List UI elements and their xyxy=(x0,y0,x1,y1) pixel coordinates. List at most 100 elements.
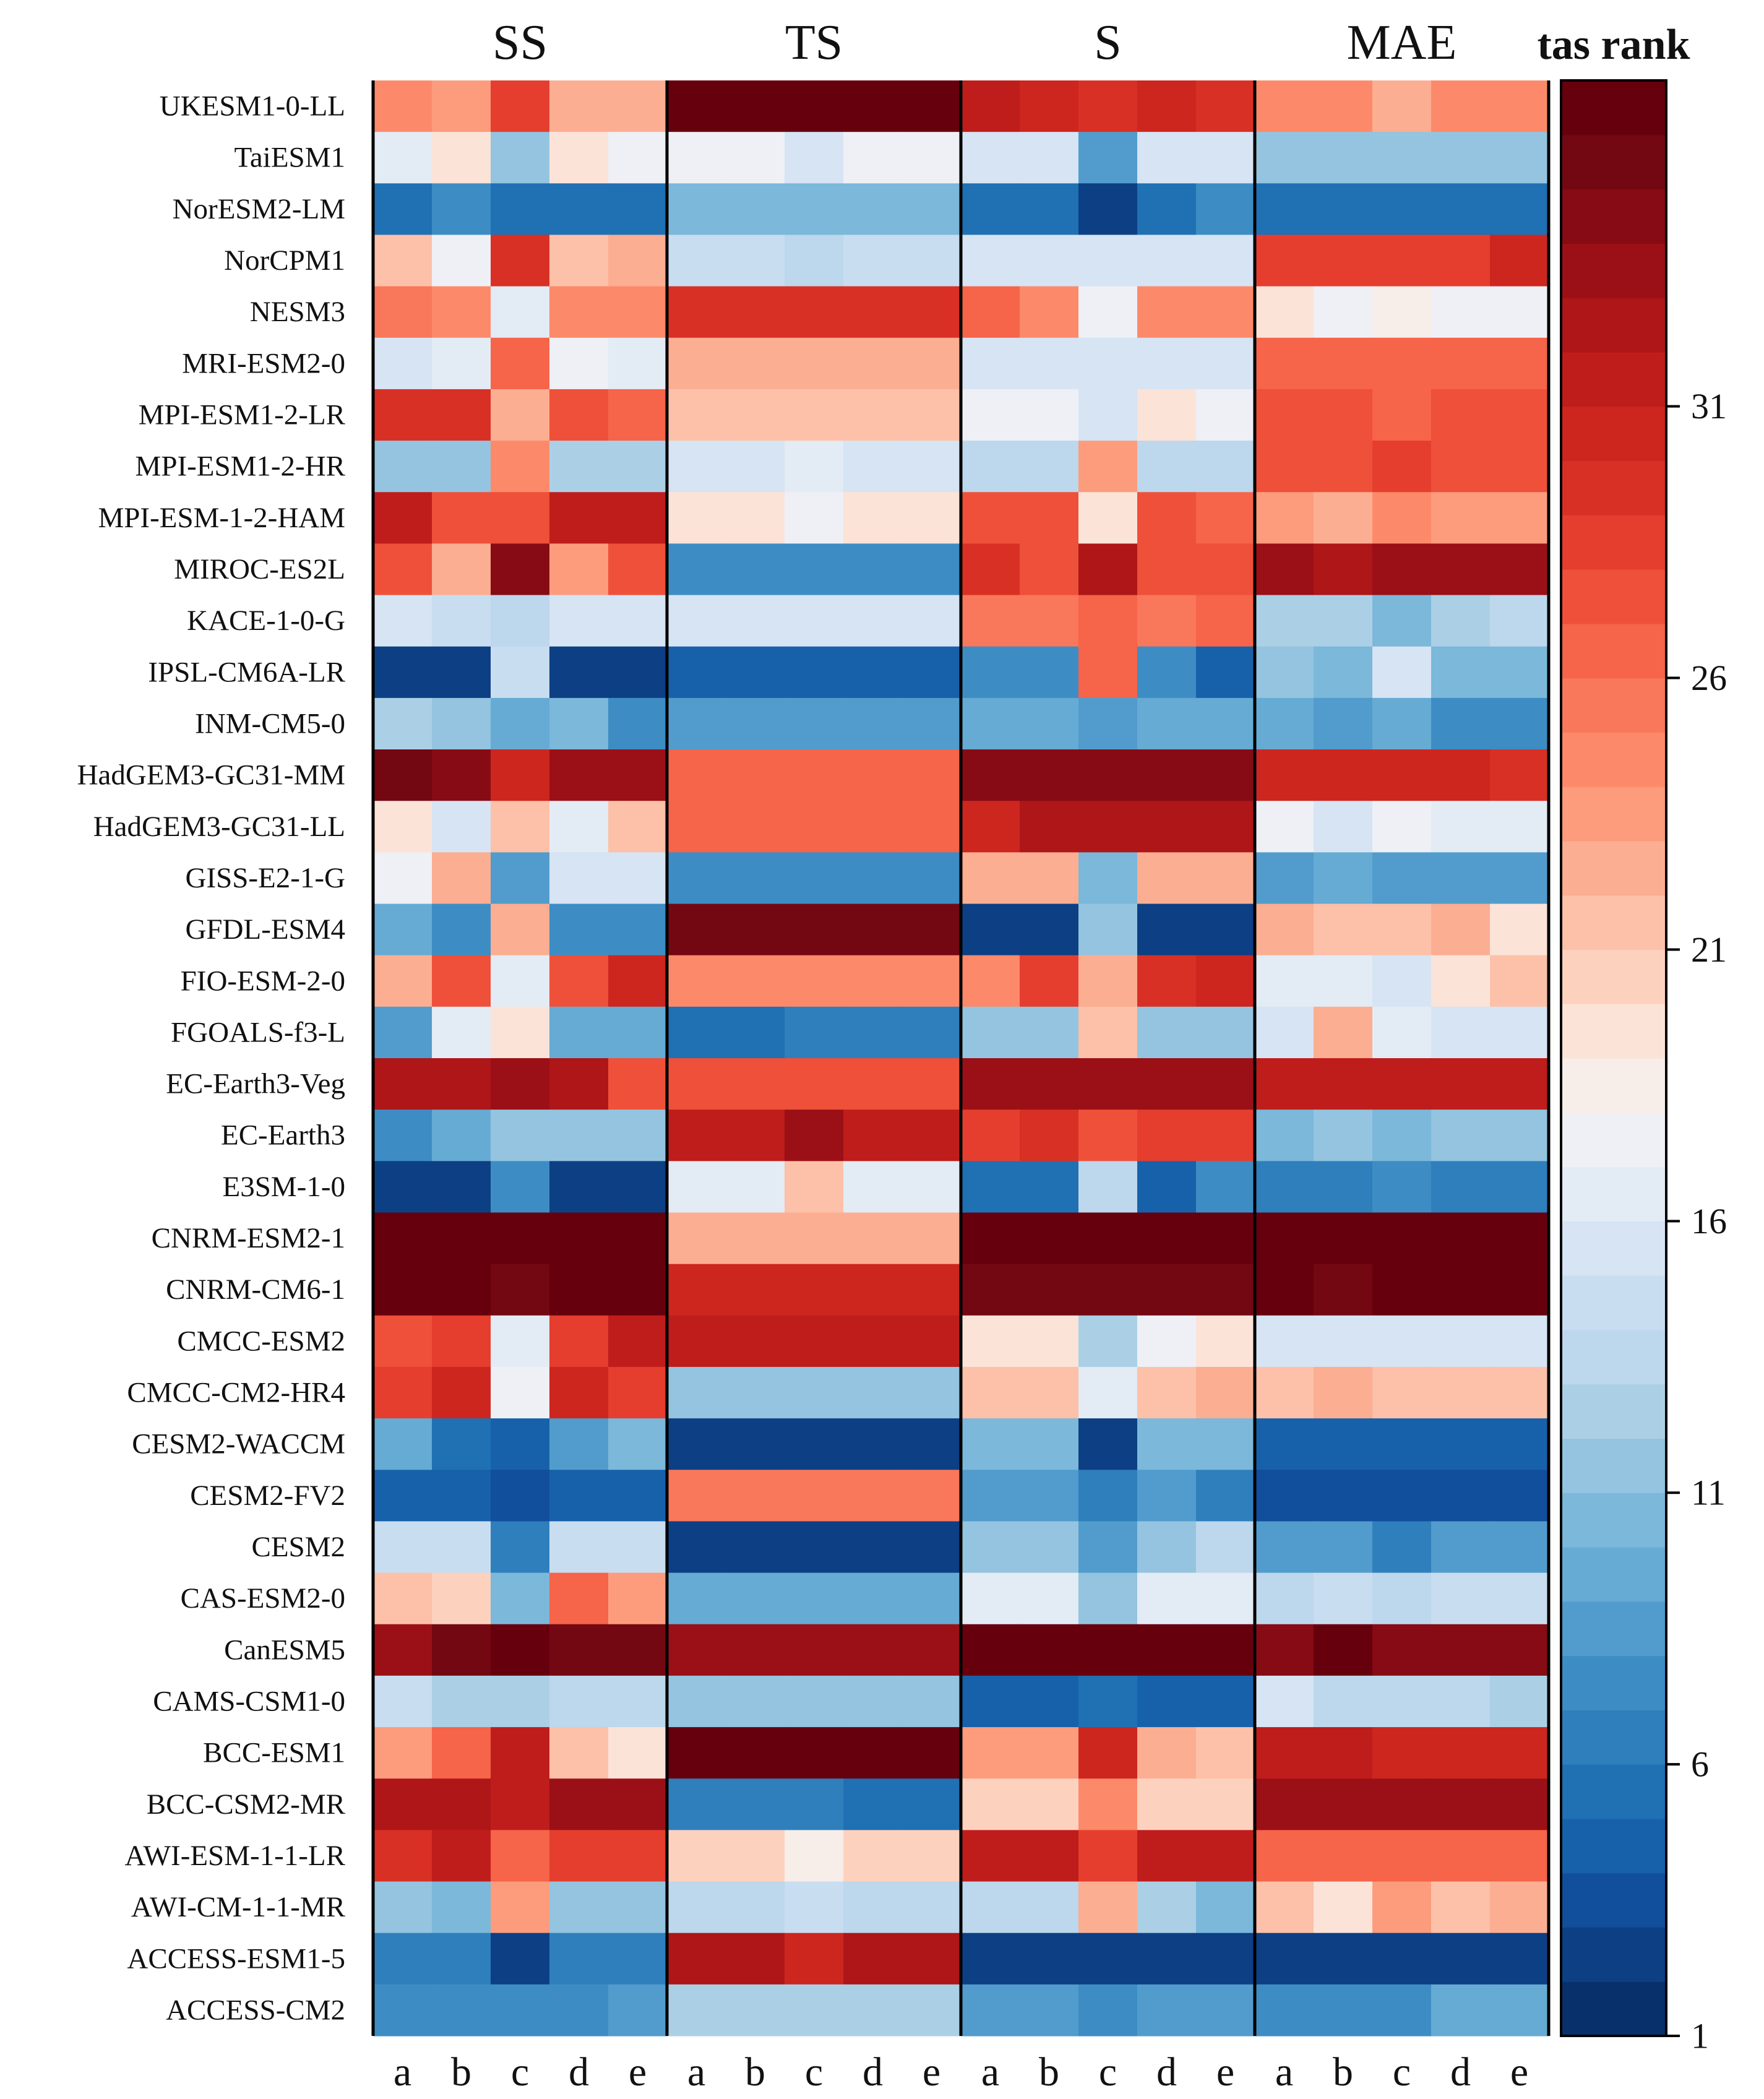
cell-AWI-CM-1-1-MR-TS-b xyxy=(726,1881,785,1934)
cell-CAMS-CSM1-0-MAE-d xyxy=(1431,1675,1491,1728)
cell-CESM2-FV2-MAE-a xyxy=(1255,1470,1314,1522)
cell-E3SM-1-0-S-e xyxy=(1196,1161,1255,1213)
cell-FGOALS-f3-L-MAE-e xyxy=(1490,1006,1549,1059)
cell-HadGEM3-GC31-MM-S-e xyxy=(1196,749,1255,801)
cell-BCC-ESM1-SS-c xyxy=(491,1727,550,1779)
cell-FGOALS-f3-L-S-d xyxy=(1137,1006,1197,1059)
cell-ACCESS-CM2-MAE-d xyxy=(1431,1984,1491,2037)
cell-NorCPM1-TS-a xyxy=(667,235,726,287)
cell-CNRM-CM6-1-S-a xyxy=(961,1264,1020,1316)
cell-CAMS-CSM1-0-SS-b xyxy=(432,1675,491,1728)
cell-ACCESS-CM2-S-d xyxy=(1137,1984,1197,2037)
cell-MIROC-ES2L-MAE-d xyxy=(1431,543,1491,596)
cell-MIROC-ES2L-SS-d xyxy=(549,543,609,596)
cell-HadGEM3-GC31-MM-TS-b xyxy=(726,749,785,801)
cell-CAS-ESM2-0-MAE-e xyxy=(1490,1572,1549,1625)
cell-HadGEM3-GC31-MM-TS-c xyxy=(785,749,844,801)
cell-MPI-ESM1-2-LR-TS-a xyxy=(667,389,726,441)
cell-E3SM-1-0-S-a xyxy=(961,1161,1020,1213)
cell-AWI-ESM-1-1-LR-MAE-b xyxy=(1314,1830,1373,1882)
column-label: d xyxy=(863,2049,883,2095)
cell-BCC-CSM2-MR-MAE-e xyxy=(1490,1778,1549,1830)
cell-CESM2-WACCM-S-b xyxy=(1020,1418,1079,1470)
cell-AWI-CM-1-1-MR-S-d xyxy=(1137,1881,1197,1934)
colorbar-cell xyxy=(1561,1981,1666,2037)
cell-CMCC-ESM2-MAE-e xyxy=(1490,1315,1549,1368)
cell-CAMS-CSM1-0-TS-d xyxy=(843,1675,903,1728)
cell-FIO-ESM-2-0-SS-c xyxy=(491,955,550,1007)
cell-CESM2-FV2-S-e xyxy=(1196,1470,1255,1522)
cell-MPI-ESM1-2-LR-SS-a xyxy=(373,389,432,441)
colorbar-cell xyxy=(1561,623,1666,679)
cell-NorESM2-LM-TS-e xyxy=(902,183,962,236)
cell-CanESM5-TS-e xyxy=(902,1624,962,1676)
cell-FIO-ESM-2-0-S-c xyxy=(1078,955,1138,1007)
cell-CESM2-WACCM-SS-e xyxy=(608,1418,668,1470)
cell-CESM2-WACCM-TS-d xyxy=(843,1418,903,1470)
cell-TaiESM1-S-a xyxy=(961,132,1020,184)
cell-CMCC-ESM2-TS-e xyxy=(902,1315,962,1368)
cell-CMCC-ESM2-SS-e xyxy=(608,1315,668,1368)
cell-GISS-E2-1-G-TS-a xyxy=(667,852,726,905)
cell-KACE-1-0-G-S-d xyxy=(1137,595,1197,647)
colorbar-cell xyxy=(1561,1438,1666,1493)
cell-INM-CM5-0-TS-c xyxy=(785,697,844,750)
cell-NorCPM1-SS-a xyxy=(373,235,432,287)
cell-UKESM1-0-LL-TS-c xyxy=(785,80,844,132)
cell-GFDL-ESM4-MAE-b xyxy=(1314,903,1373,956)
row-label: IPSL-CM6A-LR xyxy=(148,656,345,688)
cell-CAS-ESM2-0-MAE-b xyxy=(1314,1572,1373,1625)
cell-FIO-ESM-2-0-TS-e xyxy=(902,955,962,1007)
column-label: a xyxy=(1275,2049,1293,2095)
cell-INM-CM5-0-MAE-a xyxy=(1255,697,1314,750)
cell-ACCESS-CM2-S-b xyxy=(1020,1984,1079,2037)
cell-INM-CM5-0-S-e xyxy=(1196,697,1255,750)
cell-CAS-ESM2-0-SS-d xyxy=(549,1572,609,1625)
colorbar-cell xyxy=(1561,406,1666,462)
group-label: MAE xyxy=(1347,15,1457,70)
cell-UKESM1-0-LL-S-b xyxy=(1020,80,1079,132)
cell-UKESM1-0-LL-TS-d xyxy=(843,80,903,132)
cell-CESM2-WACCM-S-a xyxy=(961,1418,1020,1470)
cell-NESM3-TS-a xyxy=(667,286,726,338)
cell-IPSL-CM6A-LR-S-c xyxy=(1078,646,1138,699)
cell-CNRM-ESM2-1-SS-d xyxy=(549,1212,609,1265)
cell-HadGEM3-GC31-LL-MAE-a xyxy=(1255,801,1314,853)
colorbar-cell xyxy=(1561,298,1666,353)
row-label: GISS-E2-1-G xyxy=(186,862,345,894)
cell-NorESM2-LM-MAE-a xyxy=(1255,183,1314,236)
cell-CNRM-CM6-1-S-b xyxy=(1020,1264,1079,1316)
cell-MIROC-ES2L-S-b xyxy=(1020,543,1079,596)
cell-CESM2-SS-b xyxy=(432,1521,491,1574)
cell-FGOALS-f3-L-MAE-d xyxy=(1431,1006,1491,1059)
cell-CESM2-FV2-TS-c xyxy=(785,1470,844,1522)
cell-EC-Earth3-Veg-S-d xyxy=(1137,1058,1197,1110)
cell-NorCPM1-MAE-d xyxy=(1431,235,1491,287)
cell-CMCC-ESM2-S-c xyxy=(1078,1315,1138,1368)
cell-HadGEM3-GC31-LL-MAE-b xyxy=(1314,801,1373,853)
cell-GISS-E2-1-G-S-d xyxy=(1137,852,1197,905)
cell-KACE-1-0-G-TS-e xyxy=(902,595,962,647)
cell-CAS-ESM2-0-S-c xyxy=(1078,1572,1138,1625)
colorbar-cell xyxy=(1561,460,1666,515)
group-label: S xyxy=(1094,15,1122,70)
cell-HadGEM3-GC31-MM-SS-b xyxy=(432,749,491,801)
cell-INM-CM5-0-SS-a xyxy=(373,697,432,750)
cell-FGOALS-f3-L-S-b xyxy=(1020,1006,1079,1059)
cell-TaiESM1-MAE-e xyxy=(1490,132,1549,184)
cell-UKESM1-0-LL-MAE-d xyxy=(1431,80,1491,132)
cell-EC-Earth3-MAE-d xyxy=(1431,1110,1491,1162)
group-separators xyxy=(371,80,1551,2036)
cell-NorCPM1-S-d xyxy=(1137,235,1197,287)
cell-AWI-ESM-1-1-LR-SS-d xyxy=(549,1830,609,1882)
cell-EC-Earth3-MAE-c xyxy=(1372,1110,1432,1162)
cell-KACE-1-0-G-S-a xyxy=(961,595,1020,647)
cell-ACCESS-ESM1-5-SS-b xyxy=(432,1933,491,1985)
cell-ACCESS-ESM1-5-TS-c xyxy=(785,1933,844,1985)
cell-CESM2-S-e xyxy=(1196,1521,1255,1574)
cell-NorCPM1-TS-e xyxy=(902,235,962,287)
cell-HadGEM3-GC31-LL-MAE-d xyxy=(1431,801,1491,853)
cell-AWI-CM-1-1-MR-MAE-a xyxy=(1255,1881,1314,1934)
cell-CanESM5-S-c xyxy=(1078,1624,1138,1676)
cell-NorCPM1-MAE-e xyxy=(1490,235,1549,287)
